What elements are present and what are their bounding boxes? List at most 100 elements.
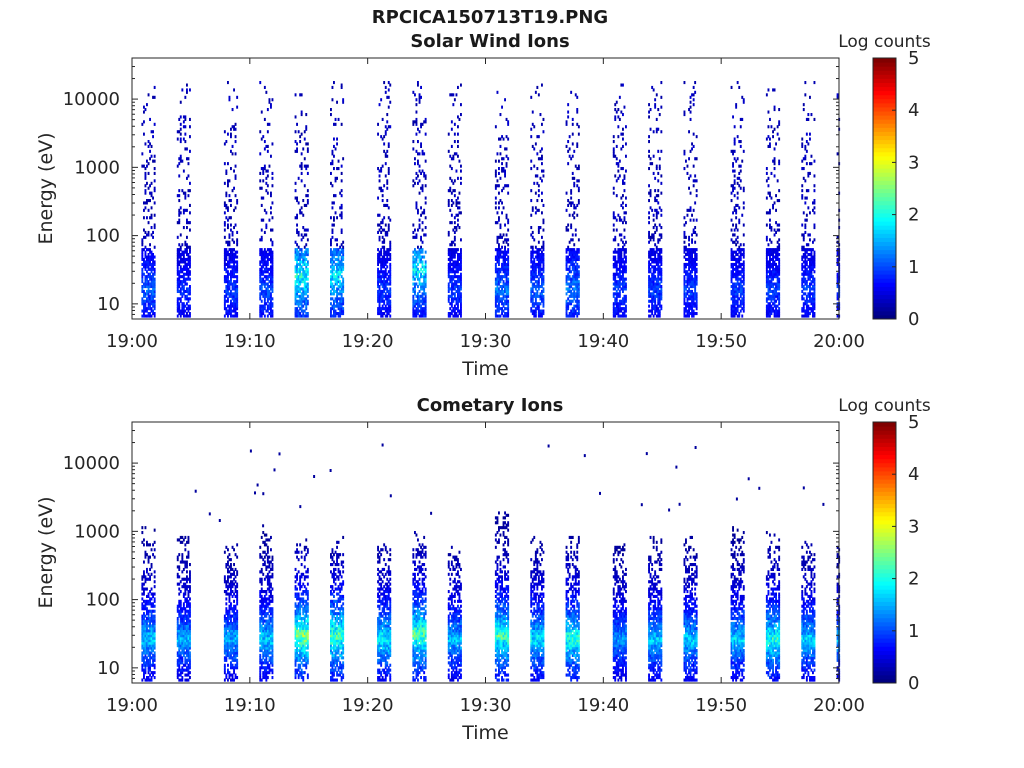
data-cell (228, 240, 231, 244)
data-cell (337, 280, 340, 284)
data-cell (776, 314, 779, 318)
data-cell (418, 314, 421, 318)
data-cell (574, 287, 577, 291)
data-cell (450, 302, 453, 306)
data-cell (576, 292, 579, 296)
data-cell (339, 245, 342, 249)
data-cell (231, 265, 234, 269)
data-cell (377, 277, 379, 281)
data-cell (736, 267, 739, 271)
data-cell (534, 90, 537, 94)
data-cell (735, 250, 738, 254)
data-cell (421, 250, 424, 254)
data-cell (804, 272, 807, 276)
data-cell (542, 309, 545, 313)
data-cell (692, 257, 695, 261)
data-cell (496, 307, 499, 311)
data-cell (377, 260, 379, 264)
data-cell (625, 285, 627, 289)
data-cell (533, 282, 536, 286)
data-cell (415, 122, 418, 126)
data-cell (450, 157, 453, 161)
data-cell (449, 164, 452, 168)
data-cell (576, 142, 579, 146)
data-cell (383, 228, 386, 232)
data-cell (738, 314, 741, 318)
data-cell (417, 245, 419, 249)
data-cell (736, 191, 739, 195)
data-cell (179, 255, 182, 259)
data-cell (534, 262, 537, 266)
data-cell (260, 203, 263, 207)
data-cell (533, 164, 536, 168)
data-cell (262, 280, 265, 284)
data-cell (300, 287, 303, 291)
data-cell (336, 304, 338, 308)
data-cell (769, 255, 771, 259)
data-cell (417, 285, 419, 289)
data-cell (802, 108, 805, 112)
data-cell (542, 280, 545, 284)
data-cell (571, 213, 574, 217)
data-cell (299, 255, 302, 259)
data-cell (296, 147, 298, 151)
data-cell (228, 98, 231, 102)
data-cell (266, 299, 269, 303)
data-cell (772, 253, 774, 257)
data-cell (144, 262, 147, 266)
data-cell (234, 287, 237, 291)
data-cell (420, 267, 422, 271)
data-cell (389, 275, 392, 279)
data-cell (772, 292, 774, 296)
data-cell (736, 240, 739, 244)
data-cell (236, 105, 239, 109)
data-cell (424, 307, 427, 311)
data-cell (263, 147, 266, 151)
data-cell (141, 302, 144, 306)
data-cell (658, 223, 661, 227)
data-cell (651, 285, 654, 289)
data-cell (417, 294, 419, 298)
data-cell (618, 277, 621, 281)
data-cell (424, 280, 427, 284)
data-cell (259, 292, 262, 296)
data-cell (306, 312, 309, 316)
data-cell (773, 127, 776, 131)
data-cell (576, 302, 579, 306)
data-cell (334, 314, 337, 318)
data-cell (505, 184, 508, 188)
data-cell (567, 307, 570, 311)
data-cell (412, 90, 415, 94)
data-cell (412, 122, 415, 126)
data-cell (571, 171, 574, 175)
data-cell (776, 132, 779, 136)
data-cell (622, 257, 624, 261)
data-cell (773, 292, 776, 296)
data-cell (805, 243, 808, 247)
data-cell (615, 265, 618, 269)
data-cell (505, 282, 508, 286)
data-cell (778, 262, 781, 266)
data-cell (447, 282, 450, 286)
data-cell (685, 314, 687, 318)
data-cell (263, 285, 266, 289)
data-cell (772, 257, 774, 261)
data-cell (182, 309, 185, 313)
data-cell (694, 253, 697, 257)
data-cell (233, 260, 235, 264)
data-cell (499, 280, 502, 284)
data-cell (683, 167, 686, 171)
data-cell (614, 255, 617, 259)
data-cell (733, 140, 736, 144)
data-cell (496, 179, 499, 183)
data-cell (568, 270, 571, 274)
data-cell (150, 314, 153, 318)
data-cell (303, 245, 306, 249)
data-cell (658, 250, 661, 254)
data-cell (176, 280, 179, 284)
data-cell (296, 267, 298, 271)
data-cell (143, 228, 145, 232)
data-cell (502, 270, 505, 274)
data-cell (773, 228, 776, 232)
data-cell (739, 285, 742, 289)
